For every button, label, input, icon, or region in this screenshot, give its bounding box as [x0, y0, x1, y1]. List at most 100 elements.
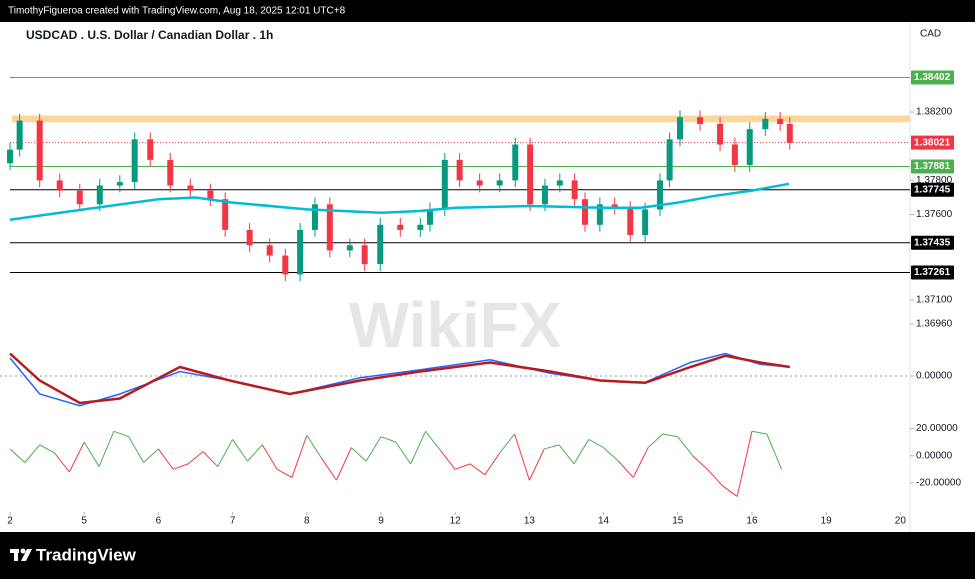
last-price-label: 1.38021	[914, 137, 951, 148]
oscillator-segment	[187, 451, 204, 465]
candle-body	[512, 144, 519, 181]
candle-body	[596, 204, 603, 225]
candle-body	[36, 120, 43, 181]
level-tag-label: 1.37745	[914, 184, 951, 195]
candle-body	[697, 117, 704, 124]
oscillator-segment	[514, 433, 530, 481]
level-tag-label: 1.38402	[914, 72, 951, 83]
level-tag-label: 1.37881	[914, 161, 951, 172]
oscillator-segment	[662, 433, 678, 438]
y-tick-label: 0.00000	[916, 450, 953, 461]
candle-body	[246, 229, 253, 246]
candle-body	[96, 185, 103, 205]
chart-area	[0, 22, 975, 532]
oscillator-segment	[261, 444, 278, 470]
oscillator-segment	[83, 441, 100, 467]
oscillator-segment	[98, 431, 115, 467]
y-tick-label: 0.00000	[916, 371, 953, 382]
candle-body	[786, 123, 793, 143]
candle-body	[777, 118, 784, 124]
oscillator-segment	[410, 431, 426, 465]
candle-body	[496, 180, 503, 186]
candle-body	[541, 185, 548, 205]
oscillator-segment	[217, 439, 234, 467]
oscillator-segment	[247, 444, 263, 462]
macd-line	[9, 352, 790, 407]
oscillator-segment	[425, 430, 441, 451]
attribution: TimothyFigueroa created with TradingView…	[8, 6, 346, 17]
oscillator-segment	[24, 444, 41, 463]
candle-body	[311, 204, 318, 230]
oscillator-segment	[9, 448, 26, 463]
level-tag-label: 1.37435	[914, 237, 951, 248]
oscillator-segment	[173, 463, 189, 470]
candle-body	[377, 224, 384, 265]
oscillator-segment	[707, 468, 723, 486]
candle-body	[746, 129, 753, 166]
candle-body	[527, 144, 534, 205]
level-tag	[911, 70, 954, 85]
level-tag	[911, 235, 954, 250]
candle-body	[76, 190, 83, 205]
oscillator-segment	[692, 455, 708, 470]
oscillator-segment	[276, 468, 293, 478]
x-tick-label: 5	[81, 516, 87, 527]
candle-body	[397, 224, 404, 230]
candle-body	[187, 185, 194, 191]
candle-body	[56, 180, 63, 191]
y-tick-label: 1.36960	[916, 319, 953, 330]
moving-average	[9, 182, 790, 221]
oscillator-segment	[113, 430, 129, 438]
oscillator-segment	[528, 448, 545, 481]
candle-body	[222, 199, 229, 230]
x-tick-label: 7	[230, 516, 236, 527]
oscillator-segment	[455, 463, 471, 470]
oscillator-segment	[143, 448, 159, 463]
candle-body	[116, 182, 123, 186]
candle-body	[426, 209, 433, 225]
candle-body	[627, 207, 634, 236]
x-tick-label: 20	[895, 516, 907, 527]
candle-body	[571, 180, 578, 200]
x-tick-label: 19	[821, 516, 833, 527]
x-tick-label: 13	[524, 516, 536, 527]
oscillator-segment	[573, 439, 590, 465]
y-tick-label: 20.00000	[916, 423, 958, 434]
x-tick-label: 8	[304, 516, 310, 527]
oscillator-segment	[603, 447, 619, 462]
watermark: WikiFX	[349, 289, 562, 361]
oscillator-segment	[232, 439, 248, 462]
level-tag	[911, 182, 954, 197]
candle-body	[582, 199, 589, 225]
candle-body	[346, 245, 353, 251]
oscillator-segment	[68, 441, 85, 473]
x-tick-label: 6	[156, 516, 162, 527]
currency: CAD	[920, 29, 941, 40]
candle-body	[656, 180, 663, 210]
oscillator-segment	[721, 485, 738, 497]
candle-body	[456, 159, 463, 181]
oscillator-segment	[336, 447, 352, 481]
candle-body	[731, 144, 738, 166]
oscillator-segment	[128, 436, 145, 463]
candle-body	[762, 118, 769, 130]
candle-body	[476, 180, 483, 186]
y-tick-label: 1.37100	[916, 295, 953, 306]
level-tag-label: 1.37261	[914, 267, 951, 278]
oscillator-segment	[499, 433, 515, 454]
x-tick-label: 14	[598, 516, 610, 527]
y-tick-label: 1.37800	[916, 175, 953, 186]
candle-body	[441, 159, 448, 210]
y-tick-label: 1.37600	[916, 209, 953, 220]
oscillator-segment	[291, 435, 308, 478]
candle-body	[147, 139, 154, 160]
candle-body	[642, 209, 649, 236]
oscillator-segment	[380, 436, 397, 443]
chart-title: USDCAD . U.S. Dollar / Canadian Dollar .…	[26, 28, 273, 42]
oscillator-segment	[439, 449, 456, 470]
macd-line	[9, 352, 790, 405]
oscillator-segment	[677, 436, 694, 457]
oscillator-segment	[365, 436, 382, 462]
candle-body	[167, 159, 174, 186]
